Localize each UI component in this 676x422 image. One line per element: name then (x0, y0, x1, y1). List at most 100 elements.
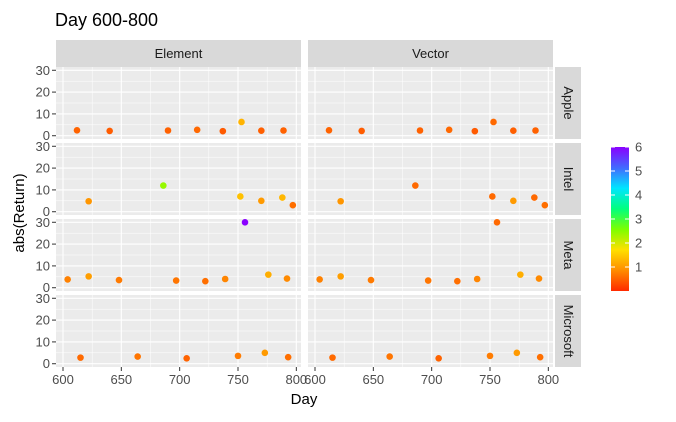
row-strip-meta (555, 219, 581, 291)
data-point-outlier (283, 275, 291, 282)
data-point-outlier (85, 197, 92, 205)
data-point-outlier (412, 182, 419, 189)
data-point-outlier (134, 353, 141, 360)
y-tick-label: 0 (43, 280, 50, 295)
data-point-outlier (183, 354, 190, 362)
x-tick-label: 600 (304, 372, 326, 387)
data-point-outlier (265, 271, 272, 278)
data-point-outlier (490, 118, 497, 126)
data-point-outlier (289, 201, 297, 209)
data-point-outlier (193, 126, 201, 134)
data-point-outlier (280, 127, 287, 134)
y-axis-title: abs(Return) (11, 173, 28, 252)
legend-tick-label: 5 (635, 164, 642, 179)
col-strip-label: Vector (412, 46, 450, 61)
data-point-outlier (316, 276, 323, 283)
data-point-outlier (172, 277, 180, 284)
legend-colorbar (611, 147, 629, 291)
data-point-outlier (517, 271, 524, 278)
row-strip-apple (555, 67, 581, 139)
x-tick-label: 800 (537, 372, 559, 387)
y-tick-label: 10 (36, 258, 50, 273)
data-point-outlier (337, 197, 344, 205)
data-point-outlier (241, 218, 249, 226)
data-point-outlier (489, 193, 496, 200)
x-tick-label: 800 (285, 372, 307, 387)
data-point-outlier (284, 353, 292, 361)
data-point-outlier (258, 197, 265, 205)
data-point-outlier (329, 354, 336, 361)
data-point-outlier (416, 127, 424, 134)
legend-tick-label: 1 (635, 260, 642, 275)
y-tick-label: 0 (43, 356, 50, 371)
data-point-outlier (234, 352, 242, 360)
data-point-outlier (535, 275, 543, 282)
y-tick-label: 20 (36, 161, 50, 176)
legend-tick-label: 6 (635, 140, 642, 155)
data-point-outlier (454, 277, 461, 285)
data-point-outlier (435, 354, 442, 362)
col-strip-label: Element (155, 46, 203, 61)
y-tick-label: 20 (36, 237, 50, 252)
x-tick-label: 650 (110, 372, 132, 387)
y-tick-label: 20 (36, 313, 50, 328)
data-point-outlier (221, 275, 229, 283)
data-point-outlier (424, 277, 432, 284)
x-tick-label: 750 (227, 372, 249, 387)
data-point-outlier (532, 127, 539, 134)
y-tick-label: 30 (36, 291, 50, 306)
x-tick-label: 750 (479, 372, 501, 387)
data-point-outlier (541, 201, 549, 209)
data-point-outlier (237, 193, 244, 200)
data-point-outlier (531, 194, 538, 201)
x-tick-label: 650 (362, 372, 384, 387)
data-point-outlier (510, 197, 517, 205)
y-tick-label: 30 (36, 63, 50, 78)
data-point-outlier (202, 277, 209, 285)
facet-panels: Element Vector Apple Intel Meta Microsoft 0 10 2… (36, 40, 581, 387)
data-point-outlier (279, 194, 286, 201)
row-strip-label: Microsoft (561, 305, 576, 358)
row-strip-label: Apple (561, 86, 576, 119)
x-tick-label: 600 (52, 372, 74, 387)
data-point-outlier (73, 126, 81, 134)
data-point-outlier (64, 276, 71, 283)
data-point-outlier (473, 275, 481, 283)
row-strip-label: Intel (561, 167, 576, 192)
data-point-outlier (106, 127, 113, 135)
data-point-outlier (115, 276, 123, 284)
data-point-outlier (471, 127, 479, 135)
data-point-outlier (486, 352, 494, 360)
data-point-outlier (513, 349, 521, 357)
y-tick-label: 0 (43, 128, 50, 143)
data-point-outlier (510, 127, 517, 135)
x-tick-label: 700 (421, 372, 443, 387)
legend-tick-label: 3 (635, 212, 642, 227)
legend-tick-label: 4 (635, 188, 642, 203)
y-tick-label: 20 (36, 85, 50, 100)
data-point-outlier (85, 273, 92, 280)
data-point-outlier (536, 353, 544, 361)
y-tick-label: 30 (36, 215, 50, 230)
x-tick-label: 700 (169, 372, 191, 387)
legend-tick-label: 2 (635, 236, 642, 251)
col-strip-vector (308, 40, 553, 67)
data-point-outlier (386, 353, 393, 360)
data-point-outlier (367, 276, 375, 284)
row-strip-microsoft (555, 295, 581, 367)
data-point-outlier (493, 218, 501, 226)
row-strip-intel (555, 143, 581, 215)
data-point-outlier (219, 127, 227, 135)
data-point-outlier (358, 127, 365, 135)
y-tick-label: 30 (36, 139, 50, 154)
data-point-outlier (164, 127, 172, 134)
y-tick-label: 10 (36, 334, 50, 349)
data-point-outlier (160, 182, 167, 189)
y-tick-label: 10 (36, 106, 50, 121)
color-legend: 1 2 3 4 5 6 (611, 140, 642, 291)
data-point-outlier (261, 349, 269, 357)
data-point-outlier (325, 126, 333, 134)
data-point-outlier (238, 118, 245, 126)
